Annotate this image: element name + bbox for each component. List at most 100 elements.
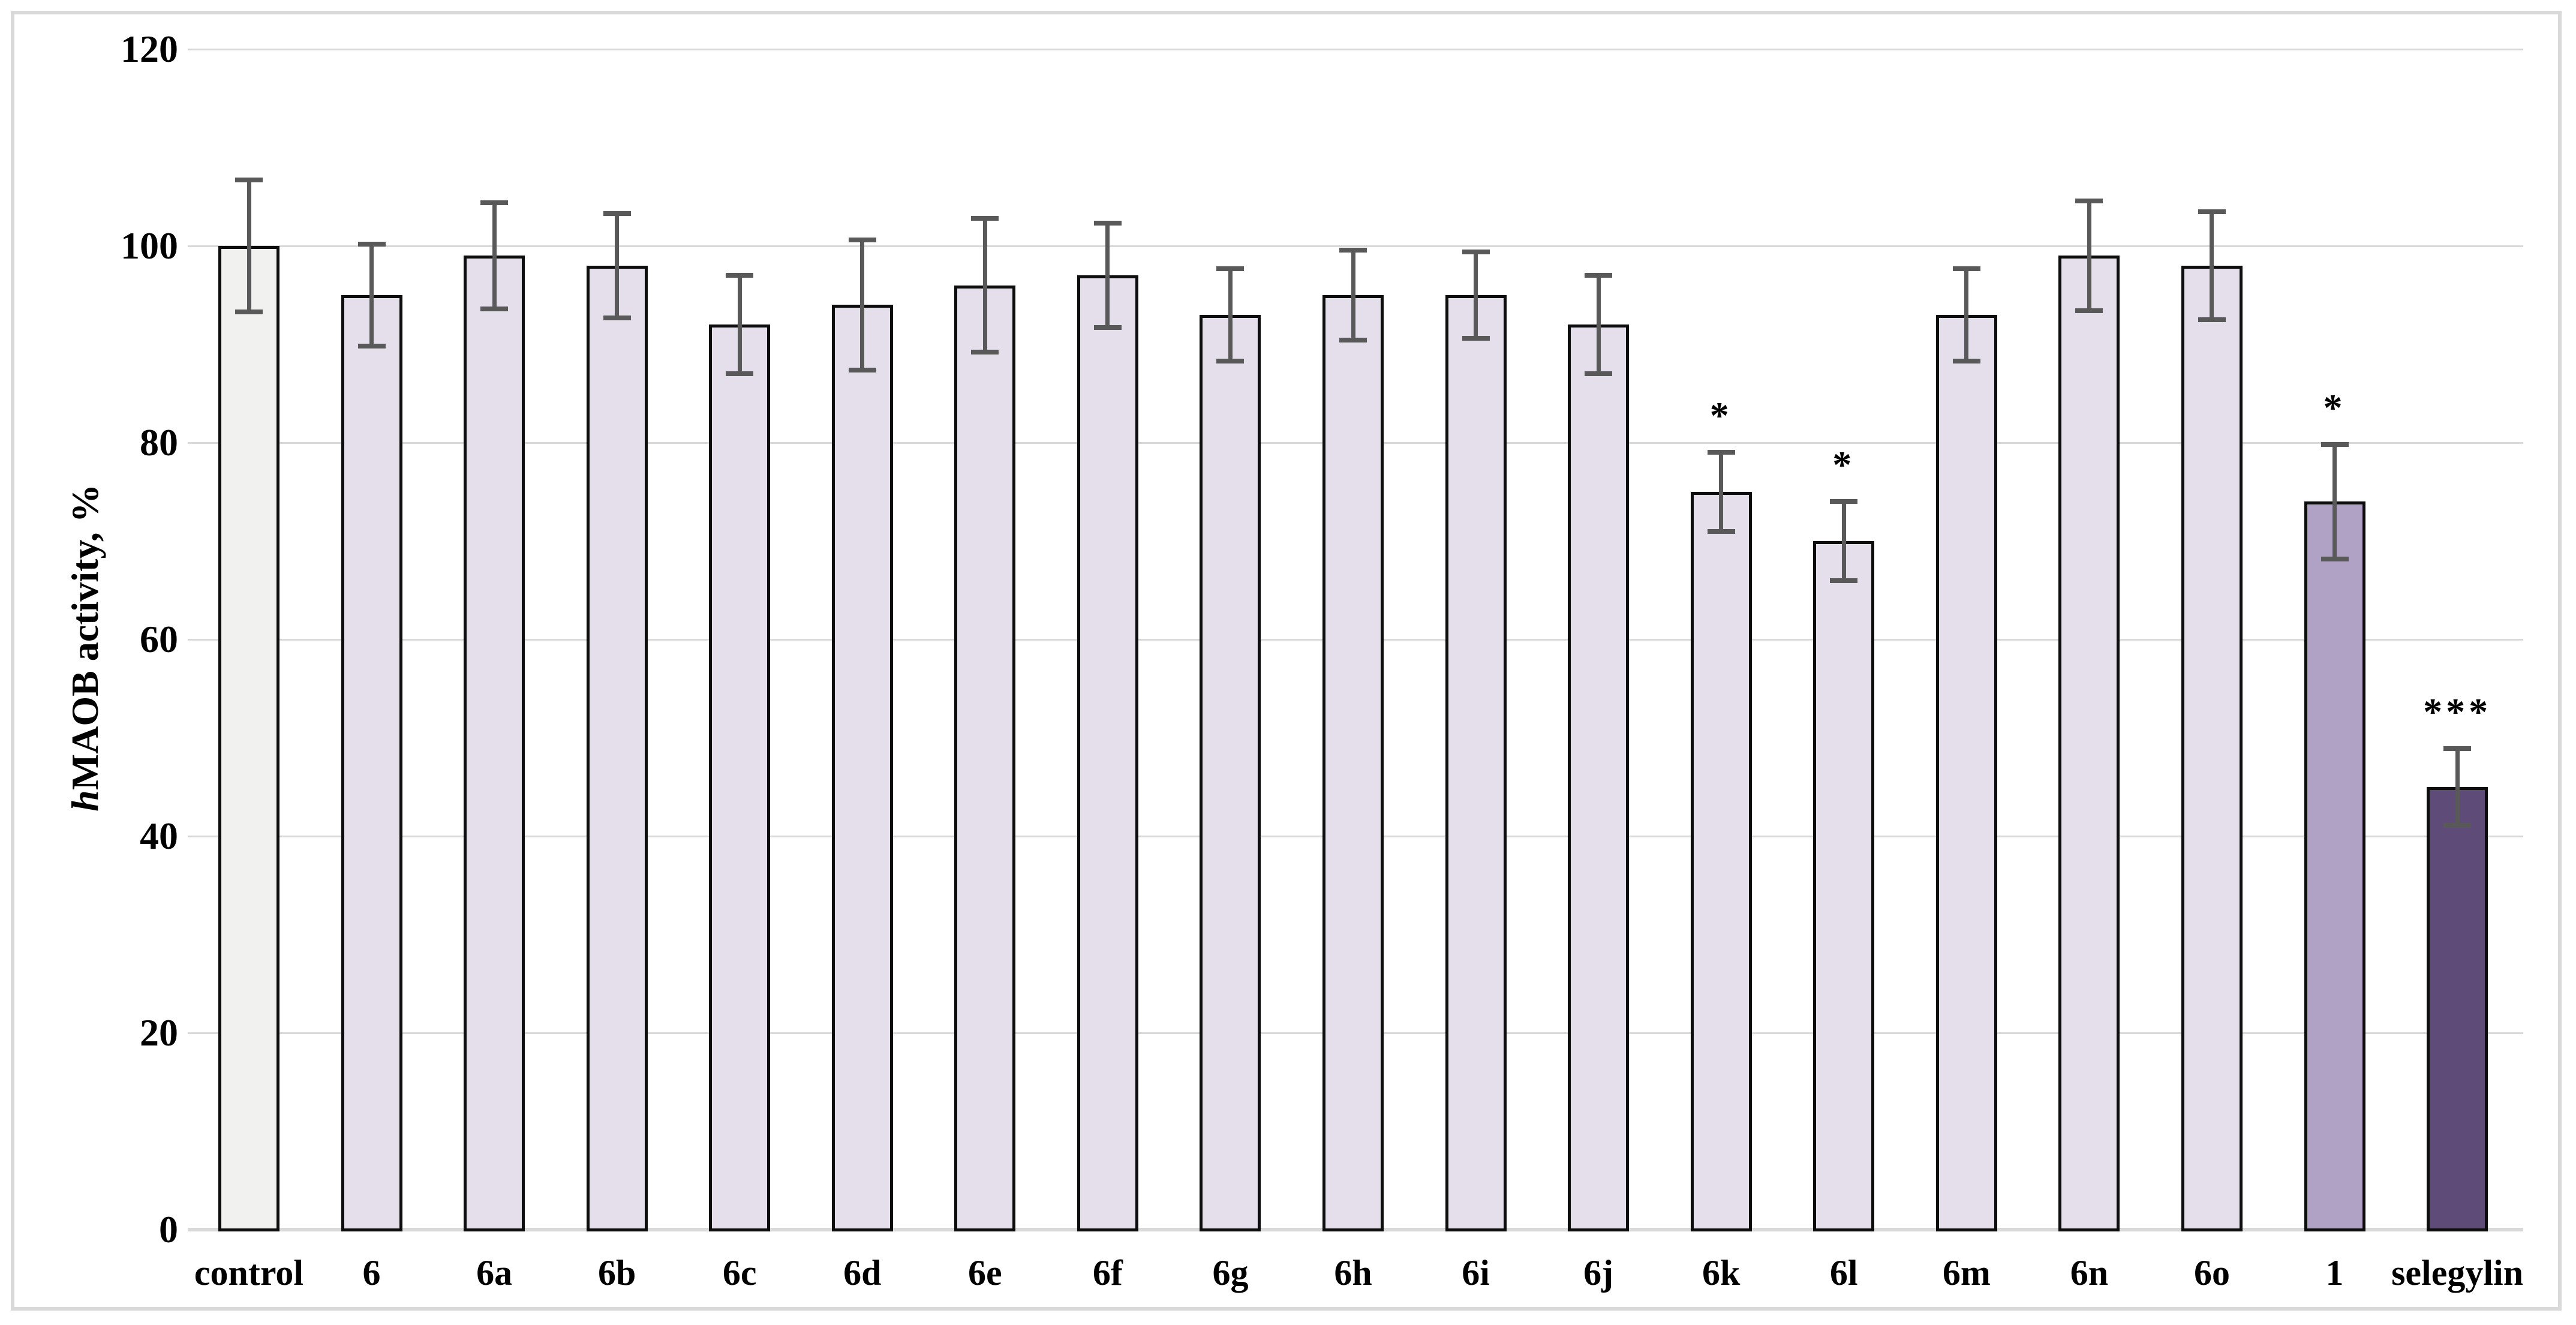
bar-6h — [1322, 295, 1384, 1231]
bar-6c — [709, 325, 771, 1231]
x-axis-label-1: 1 — [2325, 1253, 2344, 1293]
error-bar-control — [247, 180, 251, 312]
error-bar-cap-bottom-6 — [357, 344, 386, 349]
x-axis-label-6n: 6n — [2070, 1253, 2109, 1293]
bar-selegylin — [2427, 787, 2488, 1231]
error-bar-6l — [1841, 501, 1846, 581]
error-bar-cap-bottom-6f — [1093, 325, 1122, 331]
y-axis-title-rest: MAOB activity, % — [64, 484, 106, 791]
error-bar-6g — [1228, 268, 1233, 361]
x-axis-label-6b: 6b — [597, 1253, 636, 1293]
error-bar-cap-bottom-6d — [848, 367, 876, 372]
bar-6e — [954, 285, 1016, 1231]
x-axis-label-6f: 6f — [1092, 1253, 1123, 1293]
error-bar-cap-top-6 — [357, 241, 386, 247]
error-bar-cap-top-6o — [2198, 209, 2226, 214]
bar-1 — [2304, 501, 2365, 1231]
bar-6 — [341, 295, 402, 1231]
bar-control — [218, 246, 279, 1231]
error-bar-cap-top-control — [235, 178, 263, 183]
bar-6g — [1200, 314, 1261, 1231]
error-bar-6 — [369, 244, 374, 347]
error-bar-cap-bottom-6b — [603, 315, 631, 320]
x-axis-label-6g: 6g — [1212, 1253, 1249, 1293]
error-bar-6h — [1351, 250, 1355, 341]
significance-6k: * — [1709, 394, 1733, 437]
x-axis-label-6j: 6j — [1583, 1253, 1614, 1293]
bar-6k — [1690, 492, 1752, 1231]
significance-6l: * — [1832, 443, 1856, 486]
y-axis-title-italic-prefix: h — [64, 790, 106, 812]
x-axis-label-6d: 6d — [843, 1253, 882, 1293]
gridline-100 — [188, 245, 2523, 247]
error-bar-6f — [1105, 223, 1110, 328]
error-bar-cap-top-6g — [1216, 266, 1245, 271]
x-axis-label-6m: 6m — [1942, 1253, 1991, 1293]
bar-6m — [1935, 314, 1997, 1231]
error-bar-cap-bottom-6g — [1216, 358, 1245, 363]
bar-6f — [1077, 275, 1138, 1231]
error-bar-cap-bottom-6k — [1707, 528, 1735, 534]
error-bar-cap-bottom-6j — [1585, 371, 1613, 377]
x-axis-label-6: 6 — [362, 1253, 381, 1293]
error-bar-cap-bottom-control — [235, 309, 263, 314]
error-bar-cap-top-6k — [1707, 450, 1735, 455]
error-bar-1 — [2332, 444, 2337, 559]
error-bar-cap-bottom-6c — [726, 371, 754, 377]
y-tick-label-120: 120 — [121, 28, 178, 70]
error-bar-6c — [737, 275, 742, 374]
gridline-120 — [188, 49, 2523, 50]
error-bar-cap-top-6e — [971, 216, 999, 221]
error-bar-cap-bottom-6l — [1830, 578, 1858, 583]
error-bar-6k — [1719, 452, 1724, 531]
error-bar-cap-bottom-1 — [2320, 556, 2349, 561]
error-bar-cap-bottom-6a — [480, 306, 509, 311]
error-bar-6b — [615, 213, 620, 318]
x-axis-label-6l: 6l — [1829, 1253, 1858, 1293]
error-bar-cap-top-selegylin — [2443, 746, 2472, 752]
figure-border — [11, 11, 2562, 1311]
y-tick-label-80: 80 — [140, 421, 178, 464]
error-bar-6d — [860, 240, 865, 370]
error-bar-6j — [1596, 275, 1601, 374]
bar-6a — [464, 256, 525, 1231]
error-bar-cap-top-6b — [603, 211, 631, 216]
y-tick-label-20: 20 — [140, 1011, 178, 1054]
error-bar-cap-top-6j — [1585, 273, 1613, 278]
bar-6j — [1568, 325, 1630, 1231]
x-axis-label-6k: 6k — [1702, 1253, 1741, 1293]
error-bar-6n — [2087, 200, 2091, 311]
bar-6o — [2181, 265, 2243, 1231]
error-bar-cap-top-6d — [848, 238, 876, 243]
significance-1: * — [2323, 386, 2346, 429]
bar-6n — [2058, 256, 2120, 1231]
x-axis-label-control: control — [194, 1253, 304, 1293]
y-axis-title: hMAOB activity, % — [63, 484, 107, 812]
y-tick-label-100: 100 — [121, 224, 178, 267]
x-axis-label-selegylin: selegylin — [2391, 1253, 2524, 1293]
error-bar-cap-top-6a — [480, 200, 509, 205]
x-axis-label-6a: 6a — [476, 1253, 513, 1293]
bar-6l — [1813, 541, 1875, 1231]
error-bar-6i — [1474, 251, 1478, 339]
error-bar-selegylin — [2455, 749, 2460, 825]
x-axis-label-6h: 6h — [1334, 1253, 1372, 1293]
error-bar-cap-bottom-6n — [2075, 308, 2103, 314]
bar-6d — [831, 305, 893, 1231]
error-bar-cap-top-6c — [726, 273, 754, 278]
bar-6i — [1445, 295, 1507, 1231]
error-bar-cap-bottom-6i — [1462, 336, 1490, 341]
error-bar-cap-top-6i — [1462, 249, 1490, 254]
error-bar-cap-top-6h — [1339, 247, 1367, 253]
error-bar-cap-top-6f — [1093, 221, 1122, 226]
x-axis-label-6o: 6o — [2193, 1253, 2230, 1293]
error-bar-cap-bottom-selegylin — [2443, 822, 2472, 828]
y-tick-label-0: 0 — [159, 1208, 178, 1251]
error-bar-cap-bottom-6o — [2198, 317, 2226, 322]
error-bar-6m — [1964, 268, 1969, 361]
y-tick-label-60: 60 — [140, 618, 178, 660]
error-bar-cap-bottom-6e — [971, 350, 999, 355]
x-axis-label-6c: 6c — [722, 1253, 757, 1293]
error-bar-cap-top-6m — [1952, 266, 1980, 271]
